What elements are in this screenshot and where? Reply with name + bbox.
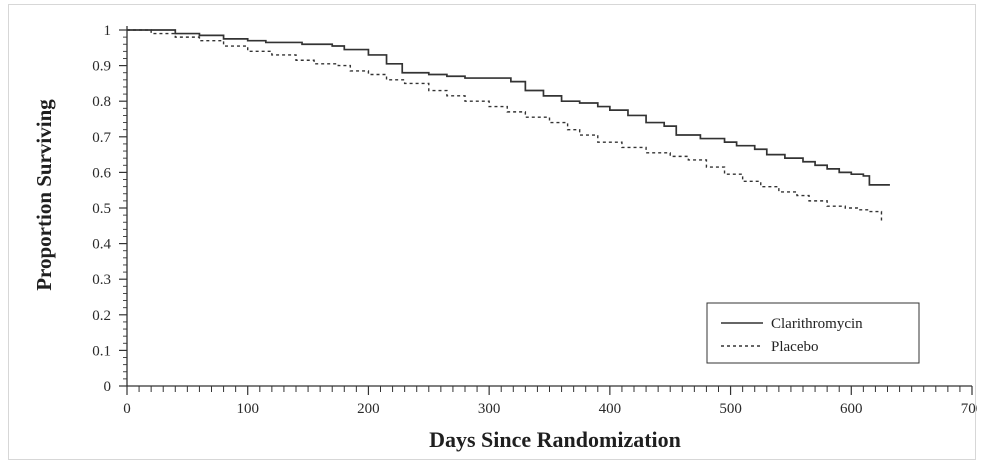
chart-frame: 0 100 200 300 400 500 600 700 0 0.1 0.2 0.3 0.4 0.5 0… <box>8 4 977 460</box>
y-tick-label: 0.2 <box>92 308 111 324</box>
y-tick-label: 0 <box>104 379 112 395</box>
y-tick-label: 0.4 <box>92 237 111 253</box>
y-tick-label: 0.3 <box>92 272 111 288</box>
series-line-placebo <box>127 29 883 221</box>
series-line-clarithromycin <box>127 29 890 186</box>
y-tick-label: 0.6 <box>92 165 111 181</box>
y-tick-label: 0.8 <box>92 94 111 110</box>
legend-label-placebo: Placebo <box>771 339 818 355</box>
y-tick-label: 0.1 <box>92 343 111 359</box>
x-axis-title: Days Since Randomization <box>429 427 681 452</box>
x-tick-label: 0 <box>123 401 131 417</box>
legend-label-clarithromycin: Clarithromycin <box>771 316 863 332</box>
y-tick-label: 0.9 <box>92 59 111 75</box>
legend: Clarithromycin Placebo <box>706 302 920 364</box>
x-tick-label: 500 <box>719 401 742 417</box>
y-axis-title: Proportion Surviving <box>32 99 56 291</box>
legend-box <box>706 302 920 364</box>
x-tick-label: 200 <box>357 401 380 417</box>
y-tick-label: 0.7 <box>92 130 111 146</box>
x-tick-label: 700 <box>961 401 977 417</box>
y-tick-label: 0.5 <box>92 201 111 217</box>
x-tick-label: 100 <box>236 401 259 417</box>
x-tick-label: 400 <box>599 401 622 417</box>
x-tick-label: 600 <box>840 401 863 417</box>
y-tick-label: 1 <box>104 23 112 39</box>
x-tick-label: 300 <box>478 401 501 417</box>
survival-chart: 0 100 200 300 400 500 600 700 0 0.1 0.2 0.3 0.4 0.5 0… <box>32 23 977 452</box>
